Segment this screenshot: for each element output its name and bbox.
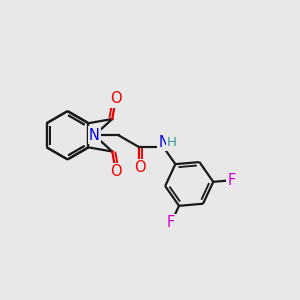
Text: H: H <box>167 136 177 148</box>
Text: O: O <box>110 91 122 106</box>
Text: N: N <box>89 128 100 143</box>
Text: O: O <box>110 164 122 179</box>
Text: F: F <box>167 215 175 230</box>
Text: F: F <box>228 173 236 188</box>
Text: N: N <box>158 134 169 149</box>
Text: O: O <box>134 160 145 175</box>
